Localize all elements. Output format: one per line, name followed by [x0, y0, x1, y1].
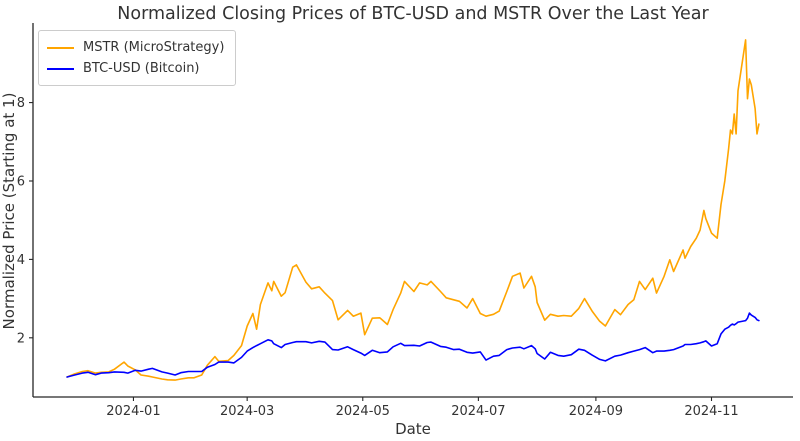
y-tick-label: 8	[17, 96, 25, 111]
mstr-line-swatch	[47, 46, 74, 49]
y-axis-label: Normalized Price (Starting at 1)	[0, 92, 18, 330]
legend: MSTR (MicroStrategy) BTC-USD (Bitcoin)	[38, 30, 237, 86]
legend-label-btc: BTC-USD (Bitcoin)	[83, 61, 200, 76]
x-tick-label: 2024-03	[220, 404, 274, 419]
btc-line	[66, 312, 760, 378]
x-axis-label: Date	[395, 420, 431, 438]
x-tick-label: 2024-05	[336, 404, 390, 419]
x-tick-label: 2024-07	[451, 404, 505, 419]
btc-line-swatch	[47, 67, 74, 70]
mstr-line	[66, 39, 760, 381]
y-tick-label: 2	[17, 331, 25, 346]
x-tick-label: 2024-11	[684, 404, 738, 419]
legend-item-mstr: MSTR (MicroStrategy)	[47, 37, 224, 58]
chart-title: Normalized Closing Prices of BTC-USD and…	[117, 4, 709, 24]
legend-item-btc: BTC-USD (Bitcoin)	[47, 58, 224, 79]
y-tick-label: 4	[17, 253, 25, 268]
x-tick-label: 2024-09	[569, 404, 623, 419]
y-tick-label: 6	[17, 174, 25, 189]
x-tick-label: 2024-01	[106, 404, 160, 419]
legend-label-mstr: MSTR (MicroStrategy)	[83, 40, 225, 55]
